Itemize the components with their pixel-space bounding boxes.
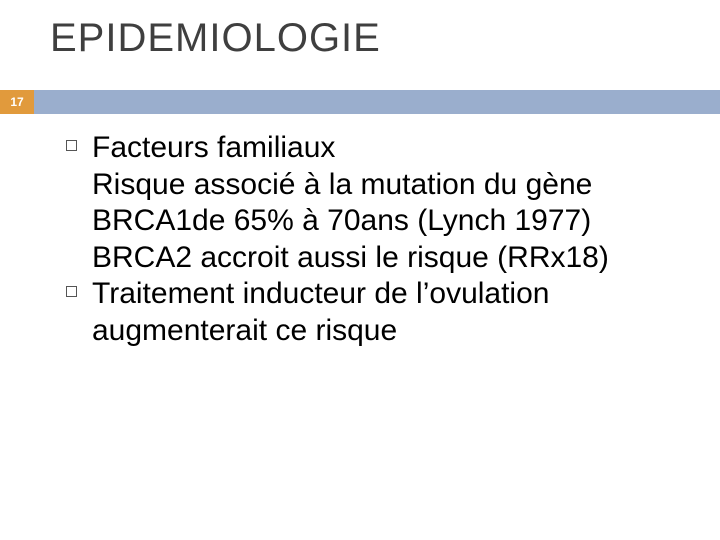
bullet-line: BRCA2 accroit aussi le risque (RRx18) [92, 241, 609, 274]
bullet-line: Facteurs familiaux [92, 131, 335, 164]
bullet-item: Traitement inducteur de l’ovulation augm… [92, 276, 690, 349]
bullet-square-icon [66, 140, 77, 151]
slide-body: Facteurs familiaux Risque associé à la m… [92, 130, 690, 350]
bullet-line: Risque associé à la mutation du gène BRC… [92, 168, 592, 238]
header-bar: 17 [0, 90, 720, 114]
slide-title: EPIDEMIOLOGIE [50, 16, 381, 61]
bullet-text: Traitement inducteur de l’ovulation augm… [92, 276, 690, 349]
bullet-text: Facteurs familiaux Risque associé à la m… [92, 130, 690, 276]
bullet-line: Traitement inducteur de l’ovulation augm… [92, 277, 549, 347]
bullet-item: Facteurs familiaux Risque associé à la m… [92, 130, 690, 276]
accent-bar [34, 90, 720, 114]
page-number-badge: 17 [0, 90, 34, 114]
bullet-square-icon [66, 286, 77, 297]
slide: EPIDEMIOLOGIE 17 Facteurs familiaux Risq… [0, 0, 720, 540]
